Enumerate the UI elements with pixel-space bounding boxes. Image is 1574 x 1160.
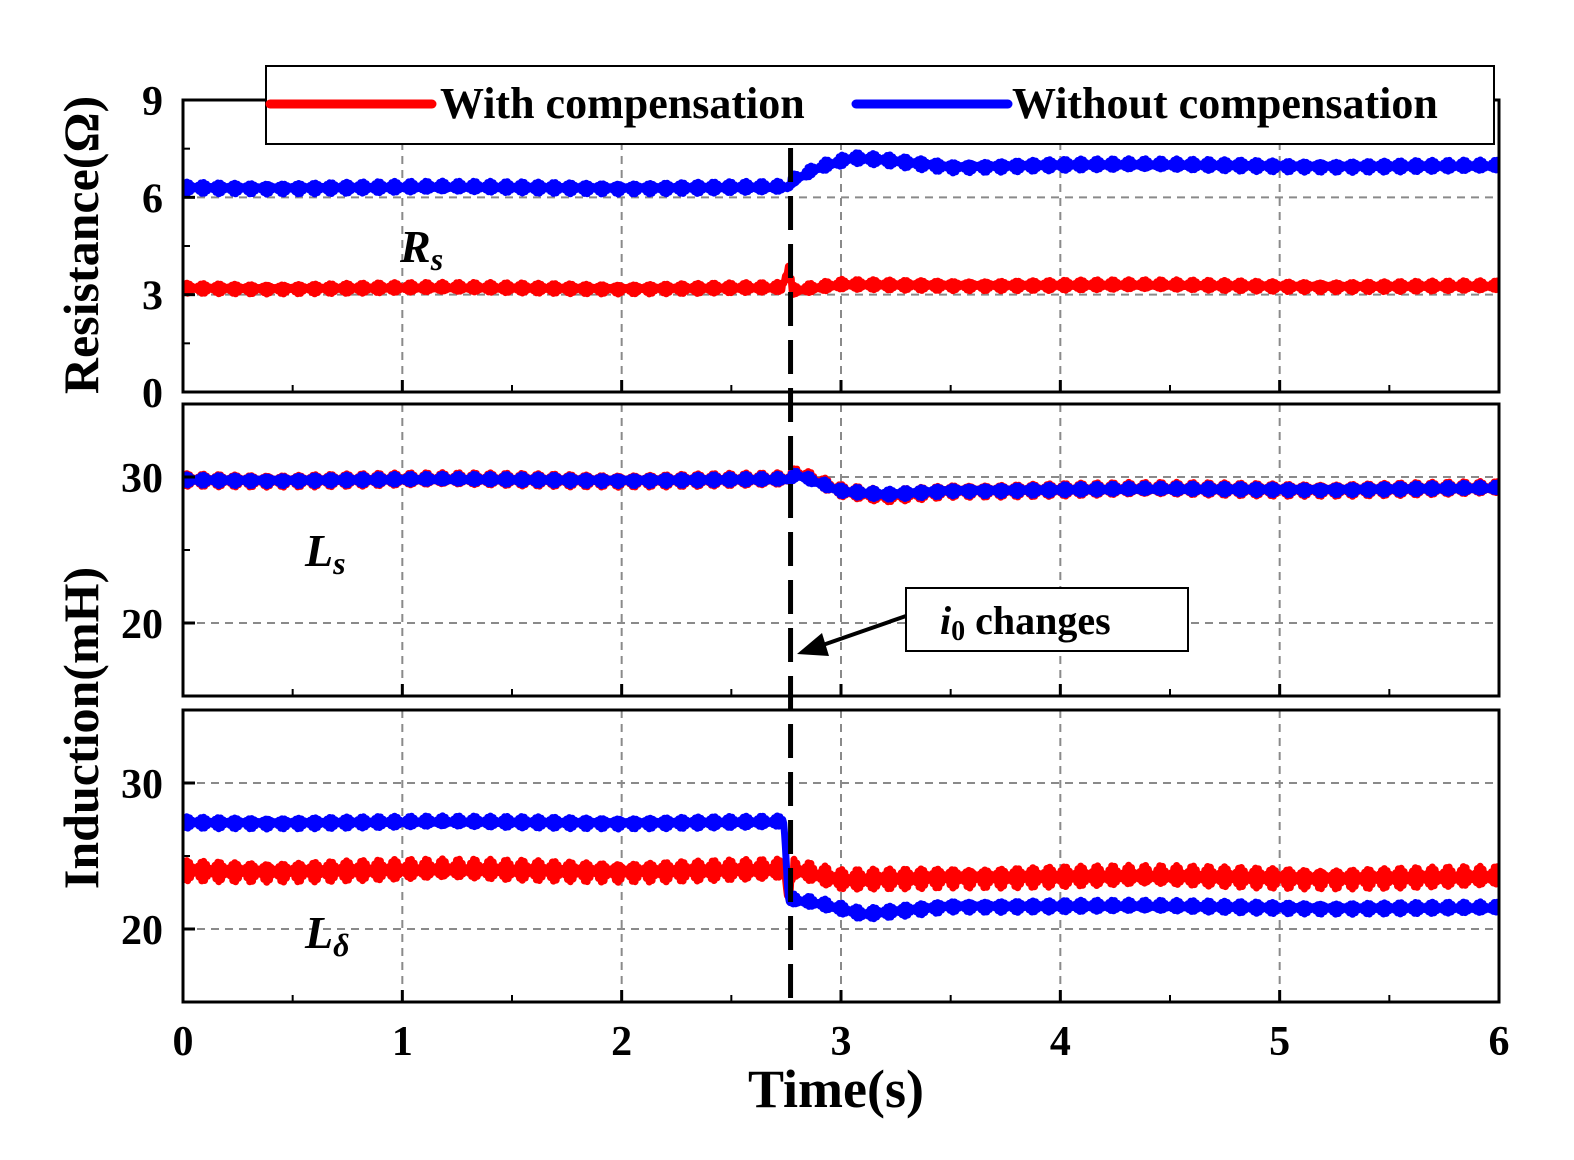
grid-layer [183,100,1499,1002]
legend-label-without: Without compensation [1012,79,1438,128]
event-annotation-sub: 0 [951,616,965,647]
panel-label-rs-var: R [399,221,431,272]
panel-label-ld-sub: δ [333,927,349,963]
xtick-label-5: 5 [1269,1019,1290,1065]
series-ld-with [183,855,1499,900]
series-ld-without [183,812,1499,923]
ytick-label-rs-1: 3 [142,274,163,320]
xtick-label-6: 6 [1489,1019,1510,1065]
ytick-label-ld-1: 30 [121,762,163,808]
tick-layer: 0 3 6 9 20 30 20 30 0 1 2 3 4 5 6 [121,79,1510,1065]
event-annotation-arrow [819,614,907,648]
series-rs-with [183,262,1499,298]
panel-label-ld: Lδ [304,907,350,963]
ylabel-induction: Induction(mH) [53,567,109,889]
event-annotation-text: i0 changes [940,598,1111,647]
event-arrowhead [797,633,829,656]
series-layer [183,149,1499,923]
event-annotation-rest: changes [965,598,1111,643]
panel-label-ls-var: L [304,525,333,576]
panel-label-ls: Ls [304,525,346,581]
event-annotation-box [905,587,1189,652]
xtick-label-2: 2 [611,1019,632,1065]
ytick-label-ld-0: 20 [121,908,163,954]
ylabel-resistance: Resistance(Ω) [53,96,109,394]
ytick-label-ls-0: 20 [121,602,163,648]
ytick-label-rs-0: 0 [142,371,163,417]
ytick-label-rs-2: 6 [142,176,163,222]
xlabel: Time(s) [748,1059,924,1119]
panel-label-ls-sub: s [332,545,345,581]
xtick-label-4: 4 [1050,1019,1071,1065]
legend-label-with: With compensation [440,79,805,128]
panel-label-rs: Rs [399,221,443,277]
event-annotation-var: i [940,598,951,643]
panel-label-rs-sub: s [430,241,443,277]
xtick-label-1: 1 [392,1019,413,1065]
ytick-label-ls-1: 30 [121,456,163,502]
xtick-label-3: 3 [831,1019,852,1065]
xtick-label-0: 0 [173,1019,194,1065]
legend: With compensation Without compensation [265,65,1495,145]
series-rs-without [183,149,1499,198]
ytick-label-rs-3: 9 [142,79,163,125]
panel-label-ld-var: L [304,907,333,958]
series-ls-without [183,467,1499,503]
